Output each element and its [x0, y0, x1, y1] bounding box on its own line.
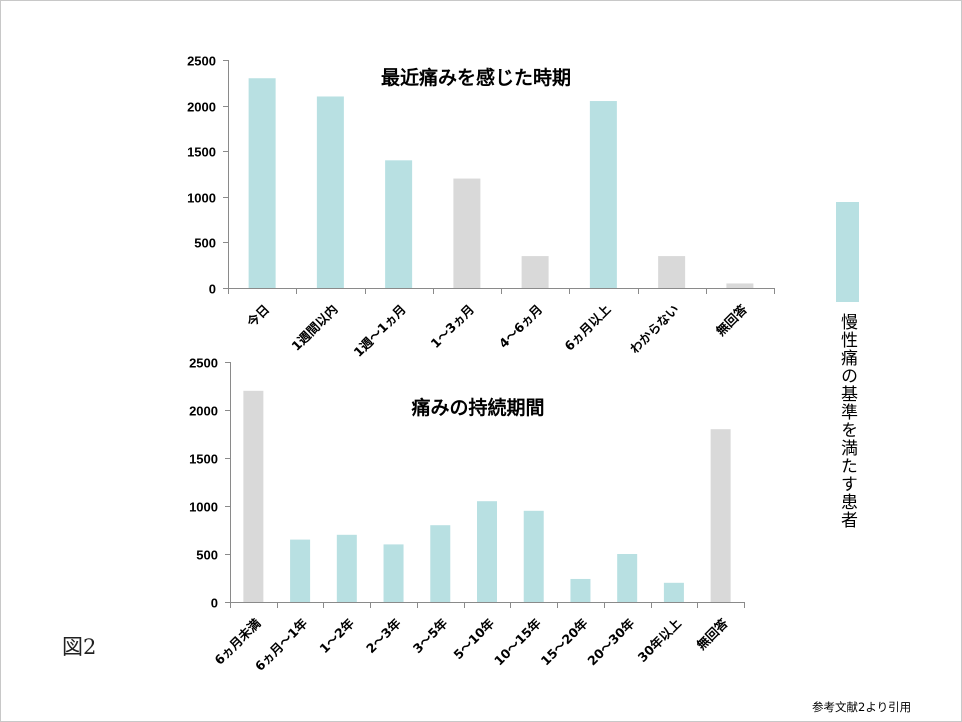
x-tick-label: 20～30年 — [584, 615, 637, 668]
bar — [477, 501, 497, 602]
y-tick-label: 500 — [196, 548, 218, 563]
x-tick-label: 10～15年 — [491, 615, 544, 668]
source-note: 参考文献2より引用 — [812, 700, 912, 714]
bar — [617, 554, 638, 602]
bar — [336, 534, 357, 602]
x-tick-label: 1週～1ヵ月 — [350, 302, 408, 360]
y-tick-label: 2500 — [187, 54, 216, 69]
legend-swatch — [836, 202, 859, 302]
bar — [521, 256, 549, 288]
y-tick-label: 2000 — [187, 100, 216, 115]
bar — [726, 283, 754, 288]
chart-title: 痛みの持続期間 — [411, 396, 544, 419]
bar — [290, 539, 311, 602]
bar — [570, 578, 591, 602]
bar — [663, 582, 684, 602]
y-tick-label: 0 — [211, 596, 218, 611]
bar — [658, 256, 686, 288]
x-tick-label: わからない — [627, 302, 682, 357]
x-tick-label: 2～3年 — [363, 615, 404, 656]
x-tick-label: 1～3ヵ月 — [428, 302, 477, 351]
x-tick-label: 15～20年 — [538, 615, 591, 668]
chart-title: 最近痛みを感じた時期 — [381, 66, 571, 89]
bar — [589, 101, 617, 288]
bar — [430, 525, 451, 602]
x-tick-label: 無回答 — [713, 301, 750, 338]
bar — [383, 544, 404, 602]
chart-recent-pain-timing: 最近痛みを感じた時期 0 500 1000 1500 2000 2500 今日 1週間以内 1週… — [187, 54, 775, 360]
bar — [453, 178, 481, 288]
x-tick-label: 無回答 — [694, 615, 731, 652]
bar — [243, 390, 264, 602]
x-tick-label: 4～6ヵ月 — [496, 302, 545, 351]
bar — [248, 78, 276, 289]
x-tick-label: 30年以上 — [635, 615, 685, 665]
y-tick-label: 1000 — [189, 500, 218, 515]
x-tick-label: 1週間以内 — [288, 302, 340, 354]
y-tick-label: 2500 — [189, 356, 218, 371]
x-tick-label: 1～2年 — [316, 615, 357, 656]
bar — [523, 510, 544, 602]
x-tick-label: 3～5年 — [410, 615, 451, 656]
legend-label: 慢性痛の基準を満たす患者 — [837, 313, 857, 529]
x-tick-label: 今日 — [243, 302, 272, 331]
bar — [710, 429, 731, 602]
y-tick-label: 1000 — [187, 191, 216, 206]
y-tick-label: 2000 — [189, 404, 218, 419]
bar — [385, 160, 413, 288]
y-tick-label: 500 — [194, 236, 216, 251]
y-tick-label: 0 — [209, 282, 216, 297]
x-tick-label: 5～10年 — [450, 615, 497, 662]
x-tick-label: 6ヵ月以上 — [561, 301, 613, 353]
y-tick-label: 1500 — [189, 452, 218, 467]
y-tick-label: 1500 — [187, 145, 216, 160]
figure-label: 図2 — [62, 635, 97, 659]
bar — [316, 96, 344, 288]
